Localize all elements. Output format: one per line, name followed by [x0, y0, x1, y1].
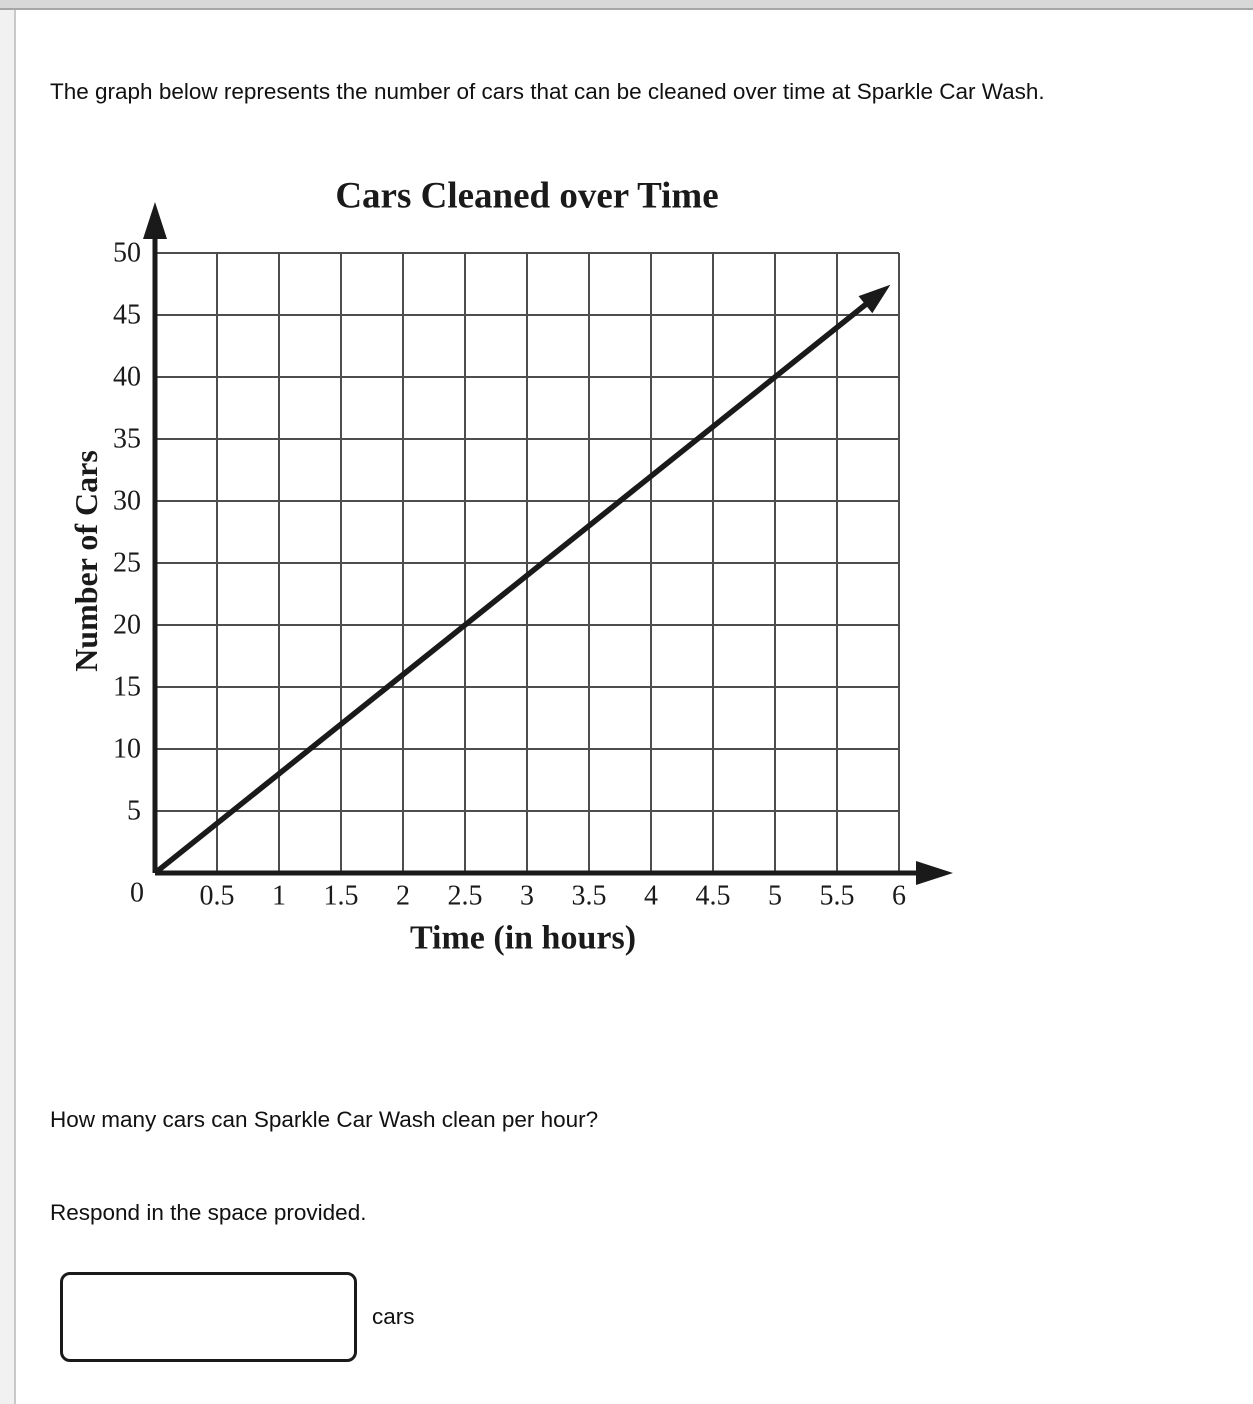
y-axis-label: Number of Cars — [68, 450, 104, 672]
x-tick-label: 5.5 — [820, 881, 855, 912]
origin-tick-label: 0 — [130, 878, 144, 909]
y-tick-label: 30 — [113, 486, 141, 517]
x-tick-label: 4 — [644, 881, 658, 912]
y-tick-label: 10 — [113, 734, 141, 765]
y-axis-arrowhead — [143, 202, 167, 239]
y-tick-label: 20 — [113, 610, 141, 641]
y-tick-label: 15 — [113, 672, 141, 703]
y-tick-label: 40 — [113, 362, 141, 393]
data-line — [153, 293, 879, 876]
respond-text: Respond in the space provided. — [50, 1199, 367, 1225]
chart-figure: 5 10 15 20 25 30 35 40 45 50 0.5 1 1.5 2 2.5 3 3.5 4 4.5 5 5… — [68, 176, 953, 957]
chart-title: Cars Cleaned over Time — [335, 176, 718, 217]
intro-text: The graph below represents the number of… — [50, 78, 1045, 104]
question-text: How many cars can Sparkle Car Wash clean… — [50, 1106, 599, 1132]
x-tick-label: 3 — [520, 881, 534, 912]
x-tick-label: 4.5 — [696, 881, 731, 912]
x-tick-label: 1.5 — [324, 881, 359, 912]
y-tick-label: 35 — [113, 424, 141, 455]
x-tick-label: 2.5 — [448, 881, 483, 912]
x-tick-label: 0.5 — [200, 881, 235, 912]
x-tick-label: 1 — [272, 881, 286, 912]
top-bar — [0, 0, 1253, 10]
x-tick-label: 6 — [892, 881, 906, 912]
data-line-arrowhead — [858, 284, 891, 314]
x-tick-label: 3.5 — [572, 881, 607, 912]
answer-unit-label: cars — [372, 1304, 415, 1329]
x-axis-label: Time (in hours) — [410, 920, 636, 957]
left-edge-strip — [0, 10, 16, 1404]
x-tick-label: 5 — [768, 881, 782, 912]
y-tick-label: 45 — [113, 300, 141, 331]
x-axis-arrowhead — [916, 861, 953, 885]
y-tick-label: 50 — [113, 238, 141, 269]
y-tick-label: 5 — [127, 796, 141, 827]
cars-line-chart: 5 10 15 20 25 30 35 40 45 50 0.5 1 1.5 2 2.5 3 3.5 4 4.5 5 5… — [68, 176, 953, 957]
answer-input[interactable] — [60, 1272, 357, 1362]
x-tick-label: 2 — [396, 881, 410, 912]
y-tick-label: 25 — [113, 548, 141, 579]
